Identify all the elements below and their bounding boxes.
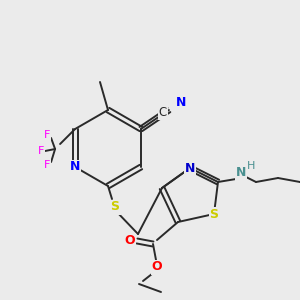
Text: N: N bbox=[236, 167, 246, 179]
Text: N: N bbox=[70, 160, 80, 173]
Text: S: S bbox=[110, 200, 119, 214]
Text: F: F bbox=[38, 146, 44, 156]
Text: S: S bbox=[209, 208, 218, 220]
Text: O: O bbox=[152, 260, 162, 274]
Text: H: H bbox=[247, 161, 255, 171]
Text: F: F bbox=[44, 130, 50, 140]
Text: O: O bbox=[125, 233, 135, 247]
Text: N: N bbox=[176, 97, 186, 110]
Text: F: F bbox=[44, 160, 50, 170]
Text: N: N bbox=[185, 161, 195, 175]
Text: C: C bbox=[159, 106, 167, 119]
